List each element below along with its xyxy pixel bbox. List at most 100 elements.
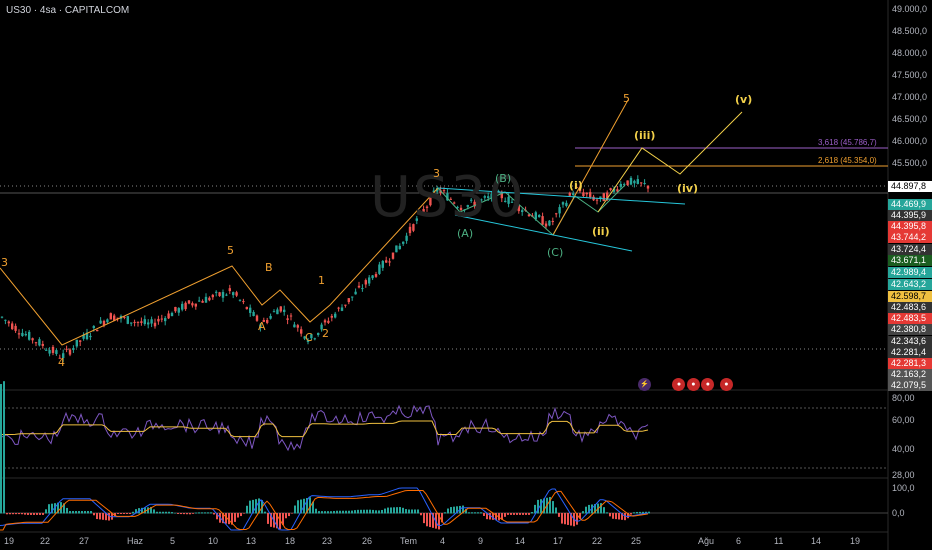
- macd-histogram-bar: [192, 513, 194, 514]
- macd-histogram-bar: [384, 508, 386, 514]
- macd-histogram-bar: [150, 507, 152, 514]
- macd-histogram-bar: [354, 510, 356, 514]
- macd-histogram-bar: [369, 509, 371, 514]
- candle-body: [164, 318, 167, 322]
- macd-histogram-bar: [78, 511, 80, 514]
- macd-histogram-bar: [21, 513, 23, 515]
- macd-histogram-bar: [306, 498, 308, 514]
- macd-histogram-bar: [387, 507, 389, 514]
- macd-histogram-bar: [420, 513, 422, 516]
- macd-line: [0, 487, 649, 531]
- macd-histogram-bar: [630, 513, 632, 515]
- candle-body: [538, 215, 541, 218]
- macd-histogram-bar: [393, 507, 395, 514]
- candle-body: [300, 329, 303, 334]
- date-axis-label: 4: [440, 536, 446, 546]
- candle-body: [476, 202, 480, 205]
- candle-body: [578, 187, 582, 192]
- candle-body: [646, 185, 650, 189]
- wave-label-i: (i): [569, 179, 583, 192]
- macd-histogram-bar: [279, 513, 281, 530]
- macd-histogram-bar: [288, 513, 290, 517]
- candle-body: [633, 180, 636, 184]
- date-axis-label: Ağu: [698, 536, 715, 546]
- macd-histogram-bar: [66, 507, 68, 514]
- candle-body: [259, 324, 262, 328]
- macd-histogram-bar: [594, 504, 596, 514]
- candle-body: [24, 333, 27, 336]
- macd-histogram-bar: [582, 511, 584, 514]
- economic-events[interactable]: ⚡ ● ● ● ●: [638, 373, 733, 391]
- candle-body: [347, 298, 350, 303]
- flag-icon[interactable]: ●: [686, 378, 700, 391]
- macd-histogram-bar: [423, 513, 425, 524]
- wave-label-iii: (iii): [634, 129, 656, 142]
- wave-label-5-left: 5: [227, 244, 234, 257]
- macd-histogram-bar: [315, 508, 317, 514]
- macd-histogram-bar: [561, 513, 563, 524]
- flag-icon[interactable]: ●: [672, 378, 686, 391]
- price-tag: 44.395,8: [888, 221, 932, 232]
- price-axis-label: 47.500,0: [892, 70, 928, 80]
- flag-icon[interactable]: ●: [719, 378, 733, 391]
- candle-body: [609, 188, 612, 191]
- macd-histogram-bar: [414, 509, 416, 514]
- candle-body: [480, 199, 483, 201]
- macd-histogram-bar: [300, 499, 302, 514]
- macd-histogram-bar: [555, 507, 557, 514]
- candle-body: [500, 193, 503, 199]
- candle-body: [487, 196, 490, 198]
- candle-body: [582, 192, 585, 197]
- macd-histogram-bar: [312, 501, 314, 514]
- candle-body: [442, 190, 446, 192]
- candle-body: [340, 307, 344, 311]
- macd-histogram-bar: [222, 513, 224, 524]
- date-axis-label: 22: [40, 536, 51, 546]
- candle-body: [62, 353, 65, 359]
- date-axis-label: 13: [246, 536, 257, 546]
- wave-label-B-paren: (B): [495, 172, 512, 185]
- macd-histogram-bar: [405, 509, 407, 514]
- macd-histogram-bar: [570, 513, 572, 526]
- candle-body: [612, 188, 616, 192]
- macd-histogram-bar: [153, 509, 155, 514]
- price-tag: 44.469,9: [888, 199, 932, 210]
- macd-histogram-bar: [168, 511, 170, 514]
- candle-body: [306, 340, 310, 343]
- macd-histogram-bar: [627, 513, 629, 519]
- macd-histogram-bar: [282, 513, 284, 525]
- candle-body: [113, 315, 116, 321]
- macd-histogram-bar: [243, 513, 245, 514]
- price-axis-label: 46.000,0: [892, 136, 928, 146]
- candle-body: [283, 309, 286, 313]
- macd-histogram-bar: [558, 513, 560, 517]
- lightning-icon[interactable]: ⚡: [638, 378, 651, 391]
- price-axis-label: 47.000,0: [892, 92, 928, 102]
- candle-body: [504, 200, 507, 202]
- macd-histogram-bar: [624, 513, 626, 521]
- macd-histogram-bar: [0, 384, 2, 514]
- date-axis-label: 14: [515, 536, 526, 546]
- date-axis-label: 14: [811, 536, 822, 546]
- candle-body: [136, 321, 140, 323]
- macd-histogram-bar: [204, 512, 206, 514]
- macd-histogram-bar: [645, 511, 647, 514]
- macd-histogram-bar: [567, 513, 569, 525]
- candle-body: [368, 277, 371, 284]
- date-axis-label: Haz: [127, 536, 144, 546]
- macd-histogram-bar: [510, 513, 512, 515]
- rsi-axis-label: 40,00: [892, 444, 915, 454]
- macd-histogram-bar: [171, 512, 173, 514]
- candle-body: [568, 192, 571, 196]
- candle-body: [398, 245, 401, 250]
- flag-icon[interactable]: ●: [701, 378, 715, 391]
- macd-histogram-bar: [90, 511, 92, 514]
- date-axis-label: 10: [208, 536, 219, 546]
- macd-histogram-bar: [525, 513, 527, 515]
- macd-histogram-bar: [339, 510, 341, 514]
- date-axis-label: 9: [478, 536, 484, 546]
- wave-label-iv: (iv): [677, 182, 698, 195]
- candle-body: [405, 235, 408, 241]
- symbol-watermark: US30: [370, 165, 526, 230]
